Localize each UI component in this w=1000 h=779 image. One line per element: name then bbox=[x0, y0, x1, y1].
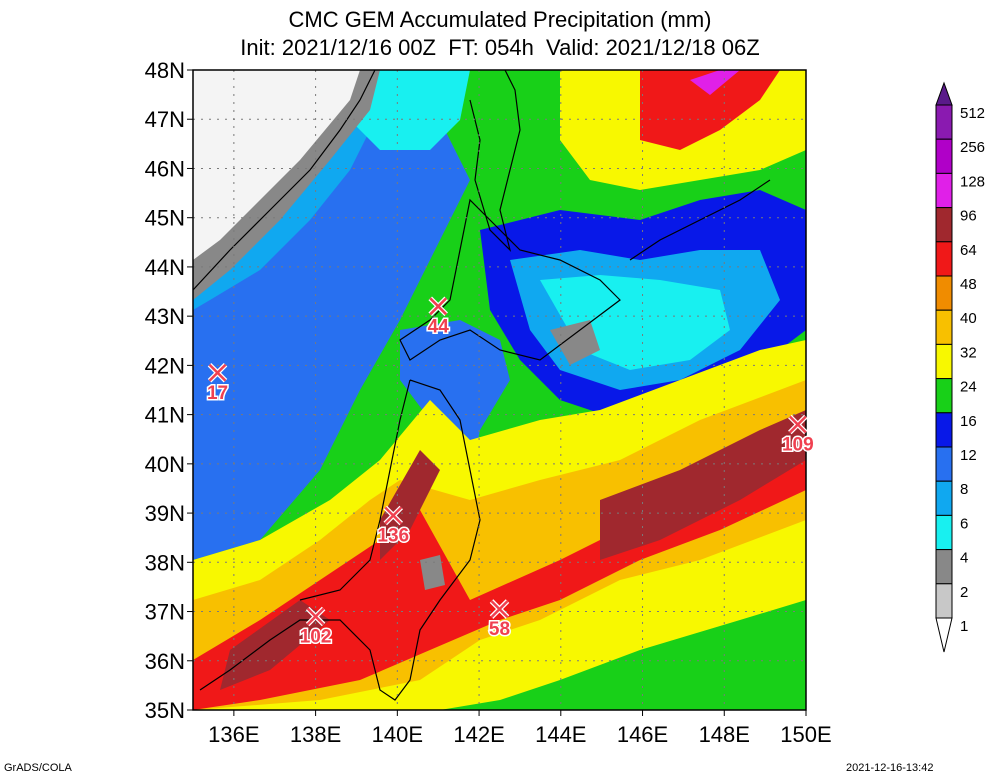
lat-tick-label: 48N bbox=[145, 58, 185, 83]
lon-tick-label: 142E bbox=[453, 722, 504, 747]
colorbar-swatch bbox=[935, 480, 953, 516]
footer-credit: GrADS/COLA bbox=[4, 762, 72, 774]
lon-tick-label: 140E bbox=[372, 722, 423, 747]
colorbar-swatch bbox=[935, 104, 953, 140]
colorbar-level-label: 16 bbox=[960, 413, 977, 430]
colorbar-swatch bbox=[935, 514, 953, 551]
precip-band-white-nw bbox=[193, 70, 360, 260]
marker-58: 58 bbox=[487, 599, 512, 642]
coast-sakhalin bbox=[469, 70, 521, 252]
coastlines bbox=[193, 70, 771, 701]
colorbar-swatch bbox=[935, 378, 953, 414]
colorbar-level-label: 96 bbox=[960, 208, 977, 225]
marker-136: 136 bbox=[376, 505, 411, 548]
lat-tick-label: 39N bbox=[145, 501, 185, 526]
colorbar-swatch bbox=[935, 583, 953, 619]
colorbar-level-label: 12 bbox=[960, 447, 977, 464]
marker-44: 44 bbox=[426, 296, 451, 339]
lat-tick-label: 41N bbox=[145, 403, 185, 428]
colorbar-level-label: 4 bbox=[960, 550, 968, 567]
chart-title: CMC GEM Accumulated Precipitation (mm) bbox=[288, 7, 712, 32]
precip-patch-grey-2 bbox=[420, 555, 445, 590]
colorbar-swatch bbox=[935, 412, 953, 448]
lat-tick-label: 46N bbox=[145, 156, 185, 181]
footer-timestamp: 2021-12-16-13:42 bbox=[846, 762, 934, 774]
coast-russia bbox=[193, 70, 376, 291]
longitude-axis: 136E 138E 140E 142E 144E 146E 148E 150E bbox=[208, 710, 832, 747]
marker-value: 136 bbox=[377, 526, 409, 547]
lon-tick-label: 146E bbox=[617, 722, 668, 747]
colorbar-top-arrow bbox=[935, 81, 953, 106]
lon-tick-label: 136E bbox=[208, 722, 259, 747]
marker-17: 17 bbox=[205, 363, 230, 405]
lon-tick-label: 138E bbox=[290, 722, 341, 747]
marker-x bbox=[306, 607, 325, 626]
colorbar-level-label: 6 bbox=[960, 515, 968, 532]
colorbar-level-label: 64 bbox=[960, 242, 977, 259]
colorbar-swatch bbox=[935, 138, 953, 174]
marker-value: 109 bbox=[782, 434, 814, 455]
colorbar-level-label: 24 bbox=[960, 379, 977, 396]
colorbar-level-label: 48 bbox=[960, 276, 977, 293]
colorbar-level-label: 2 bbox=[960, 584, 968, 601]
coast-kurils bbox=[629, 179, 771, 261]
coast-hokkaido bbox=[399, 198, 621, 361]
colorbar-swatch bbox=[935, 549, 953, 585]
chart-subtitle: Init: 2021/12/16 00Z FT: 054h Valid: 202… bbox=[240, 35, 760, 60]
lat-tick-label: 47N bbox=[145, 107, 185, 132]
colorbar-bottom-arrow bbox=[935, 617, 953, 653]
colorbar-swatch bbox=[935, 446, 953, 482]
precip-band-darkred-east bbox=[600, 410, 806, 560]
precip-band-red-north bbox=[640, 70, 780, 150]
station-markers: 17 44 109 136 102 58 bbox=[205, 296, 815, 649]
lat-tick-label: 45N bbox=[145, 206, 185, 231]
marker-x bbox=[384, 506, 403, 525]
colorbar-level-label: 8 bbox=[960, 481, 968, 498]
lon-tick-label: 150E bbox=[780, 722, 831, 747]
colorbar-swatch bbox=[935, 275, 953, 311]
lat-tick-label: 42N bbox=[145, 353, 185, 378]
lat-tick-label: 37N bbox=[145, 600, 185, 625]
marker-x bbox=[490, 600, 509, 618]
latitude-axis: 48N 47N 46N 45N 44N 43N 42N 41N 40N 39N 38N 37N 36N 3… bbox=[145, 58, 193, 723]
marker-x bbox=[429, 297, 448, 316]
map-frame bbox=[192, 69, 807, 711]
colorbar-swatch bbox=[935, 309, 953, 345]
marker-x bbox=[788, 415, 807, 434]
lat-tick-label: 36N bbox=[145, 649, 185, 674]
colorbar-swatch bbox=[935, 172, 953, 209]
lon-tick-label: 144E bbox=[535, 722, 586, 747]
lat-tick-label: 40N bbox=[145, 452, 185, 477]
graticule bbox=[193, 70, 806, 710]
lat-tick-label: 43N bbox=[145, 304, 185, 329]
coast-honshu bbox=[199, 379, 481, 701]
precip-band-red-south bbox=[193, 430, 806, 710]
colorbar-level-label: 40 bbox=[960, 310, 977, 327]
marker-value: 58 bbox=[489, 619, 510, 640]
colorbar-level-label: 1 bbox=[960, 618, 968, 635]
precip-band-magenta-north bbox=[690, 70, 740, 95]
precip-band-darkred-west bbox=[220, 450, 440, 690]
marker-value: 17 bbox=[207, 383, 228, 404]
marker-value: 102 bbox=[300, 626, 332, 647]
lon-tick-label: 148E bbox=[699, 722, 750, 747]
colorbar-level-label: 256 bbox=[960, 139, 985, 156]
lat-tick-label: 44N bbox=[145, 255, 185, 280]
colorbar-level-label: 128 bbox=[960, 173, 985, 190]
lat-tick-label: 35N bbox=[145, 698, 185, 723]
marker-x bbox=[208, 363, 227, 382]
marker-value: 44 bbox=[428, 316, 450, 337]
colorbar-swatch bbox=[935, 343, 953, 380]
lat-tick-label: 38N bbox=[145, 550, 185, 575]
precip-field bbox=[193, 70, 806, 710]
marker-102: 102 bbox=[298, 606, 333, 649]
marker-109: 109 bbox=[780, 414, 815, 457]
colorbar-level-label: 512 bbox=[960, 105, 985, 122]
colorbar-swatch bbox=[935, 207, 953, 243]
colorbar-level-label: 32 bbox=[960, 344, 977, 361]
colorbar-swatch bbox=[935, 241, 953, 277]
precip-patch-grey-1 bbox=[550, 320, 600, 365]
